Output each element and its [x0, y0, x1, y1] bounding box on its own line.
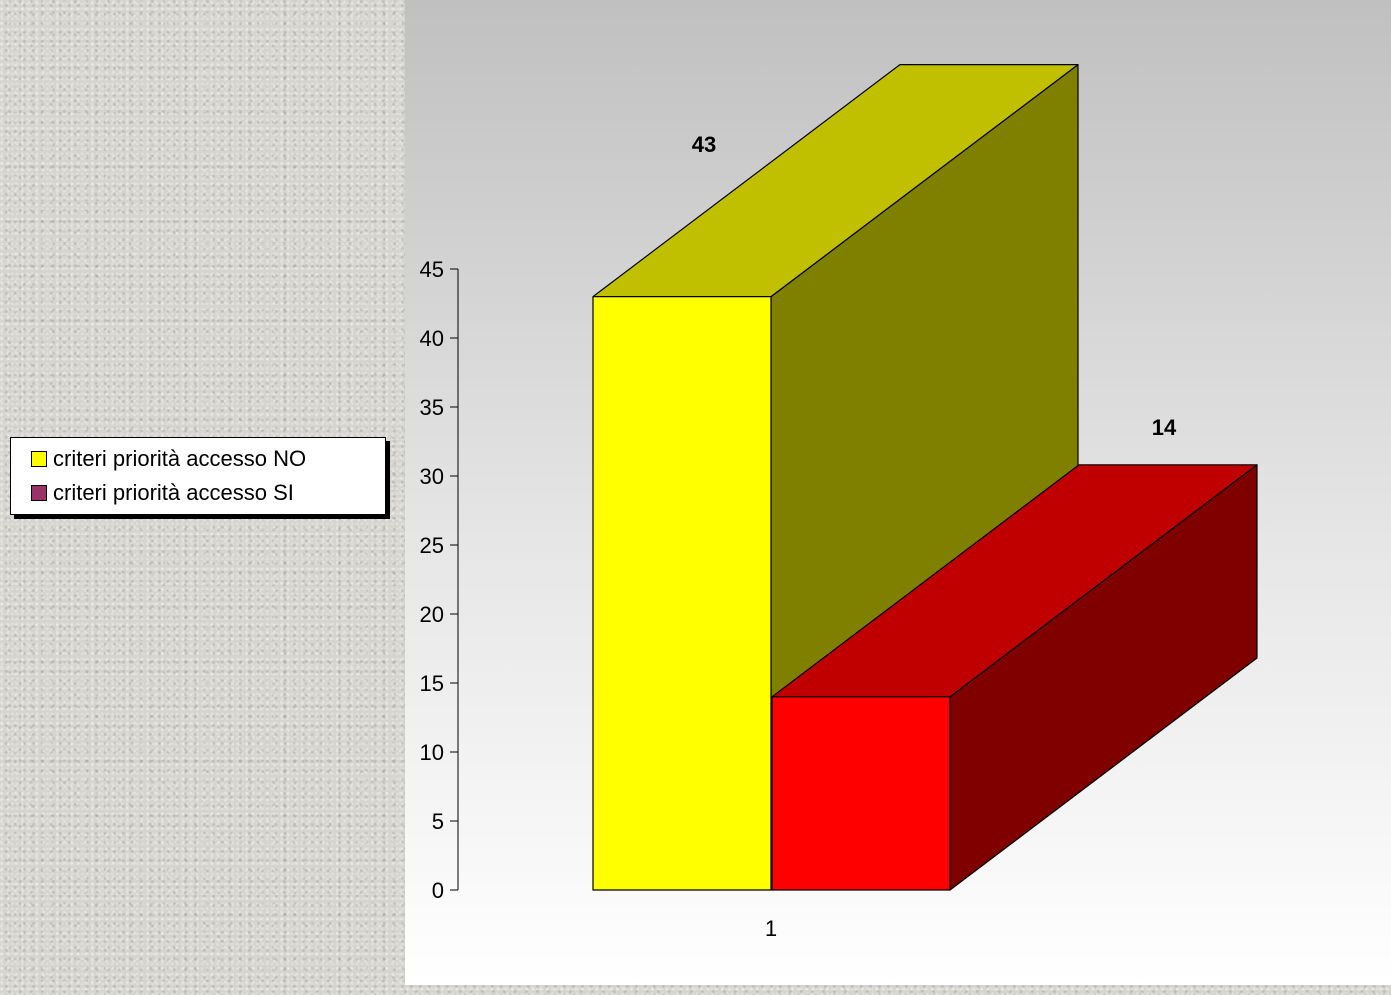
y-tick-label-25: 25: [420, 533, 444, 558]
legend-swatch-si: [31, 485, 47, 501]
legend-swatch-no: [31, 451, 47, 467]
legend-item-no: criteri priorità accesso NO: [31, 442, 385, 476]
legend-label-si: criteri priorità accesso SI: [53, 480, 294, 505]
y-tick-label-45: 45: [420, 257, 444, 282]
legend-label-no: criteri priorità accesso NO: [53, 446, 307, 471]
y-tick-label-30: 30: [420, 464, 444, 489]
bar-criteri-no-front: [592, 296, 772, 891]
y-tick-label-5: 5: [432, 809, 444, 834]
y-tick-label-20: 20: [420, 602, 444, 627]
y-tick-label-40: 40: [420, 326, 444, 351]
data-label-no: 43: [692, 132, 716, 157]
bar-criteri-si-front: [771, 696, 951, 891]
y-tick-label-15: 15: [420, 671, 444, 696]
y-tick-label-10: 10: [420, 740, 444, 765]
y-tick-label-0: 0: [432, 878, 444, 903]
y-tick-label-35: 35: [420, 395, 444, 420]
data-label-si: 14: [1152, 415, 1177, 440]
legend-item-si: criteri priorità accesso SI: [31, 476, 385, 510]
chart-legend: criteri priorità accesso NO criteri prio…: [10, 437, 386, 515]
x-tick-label-1: 1: [765, 916, 777, 941]
